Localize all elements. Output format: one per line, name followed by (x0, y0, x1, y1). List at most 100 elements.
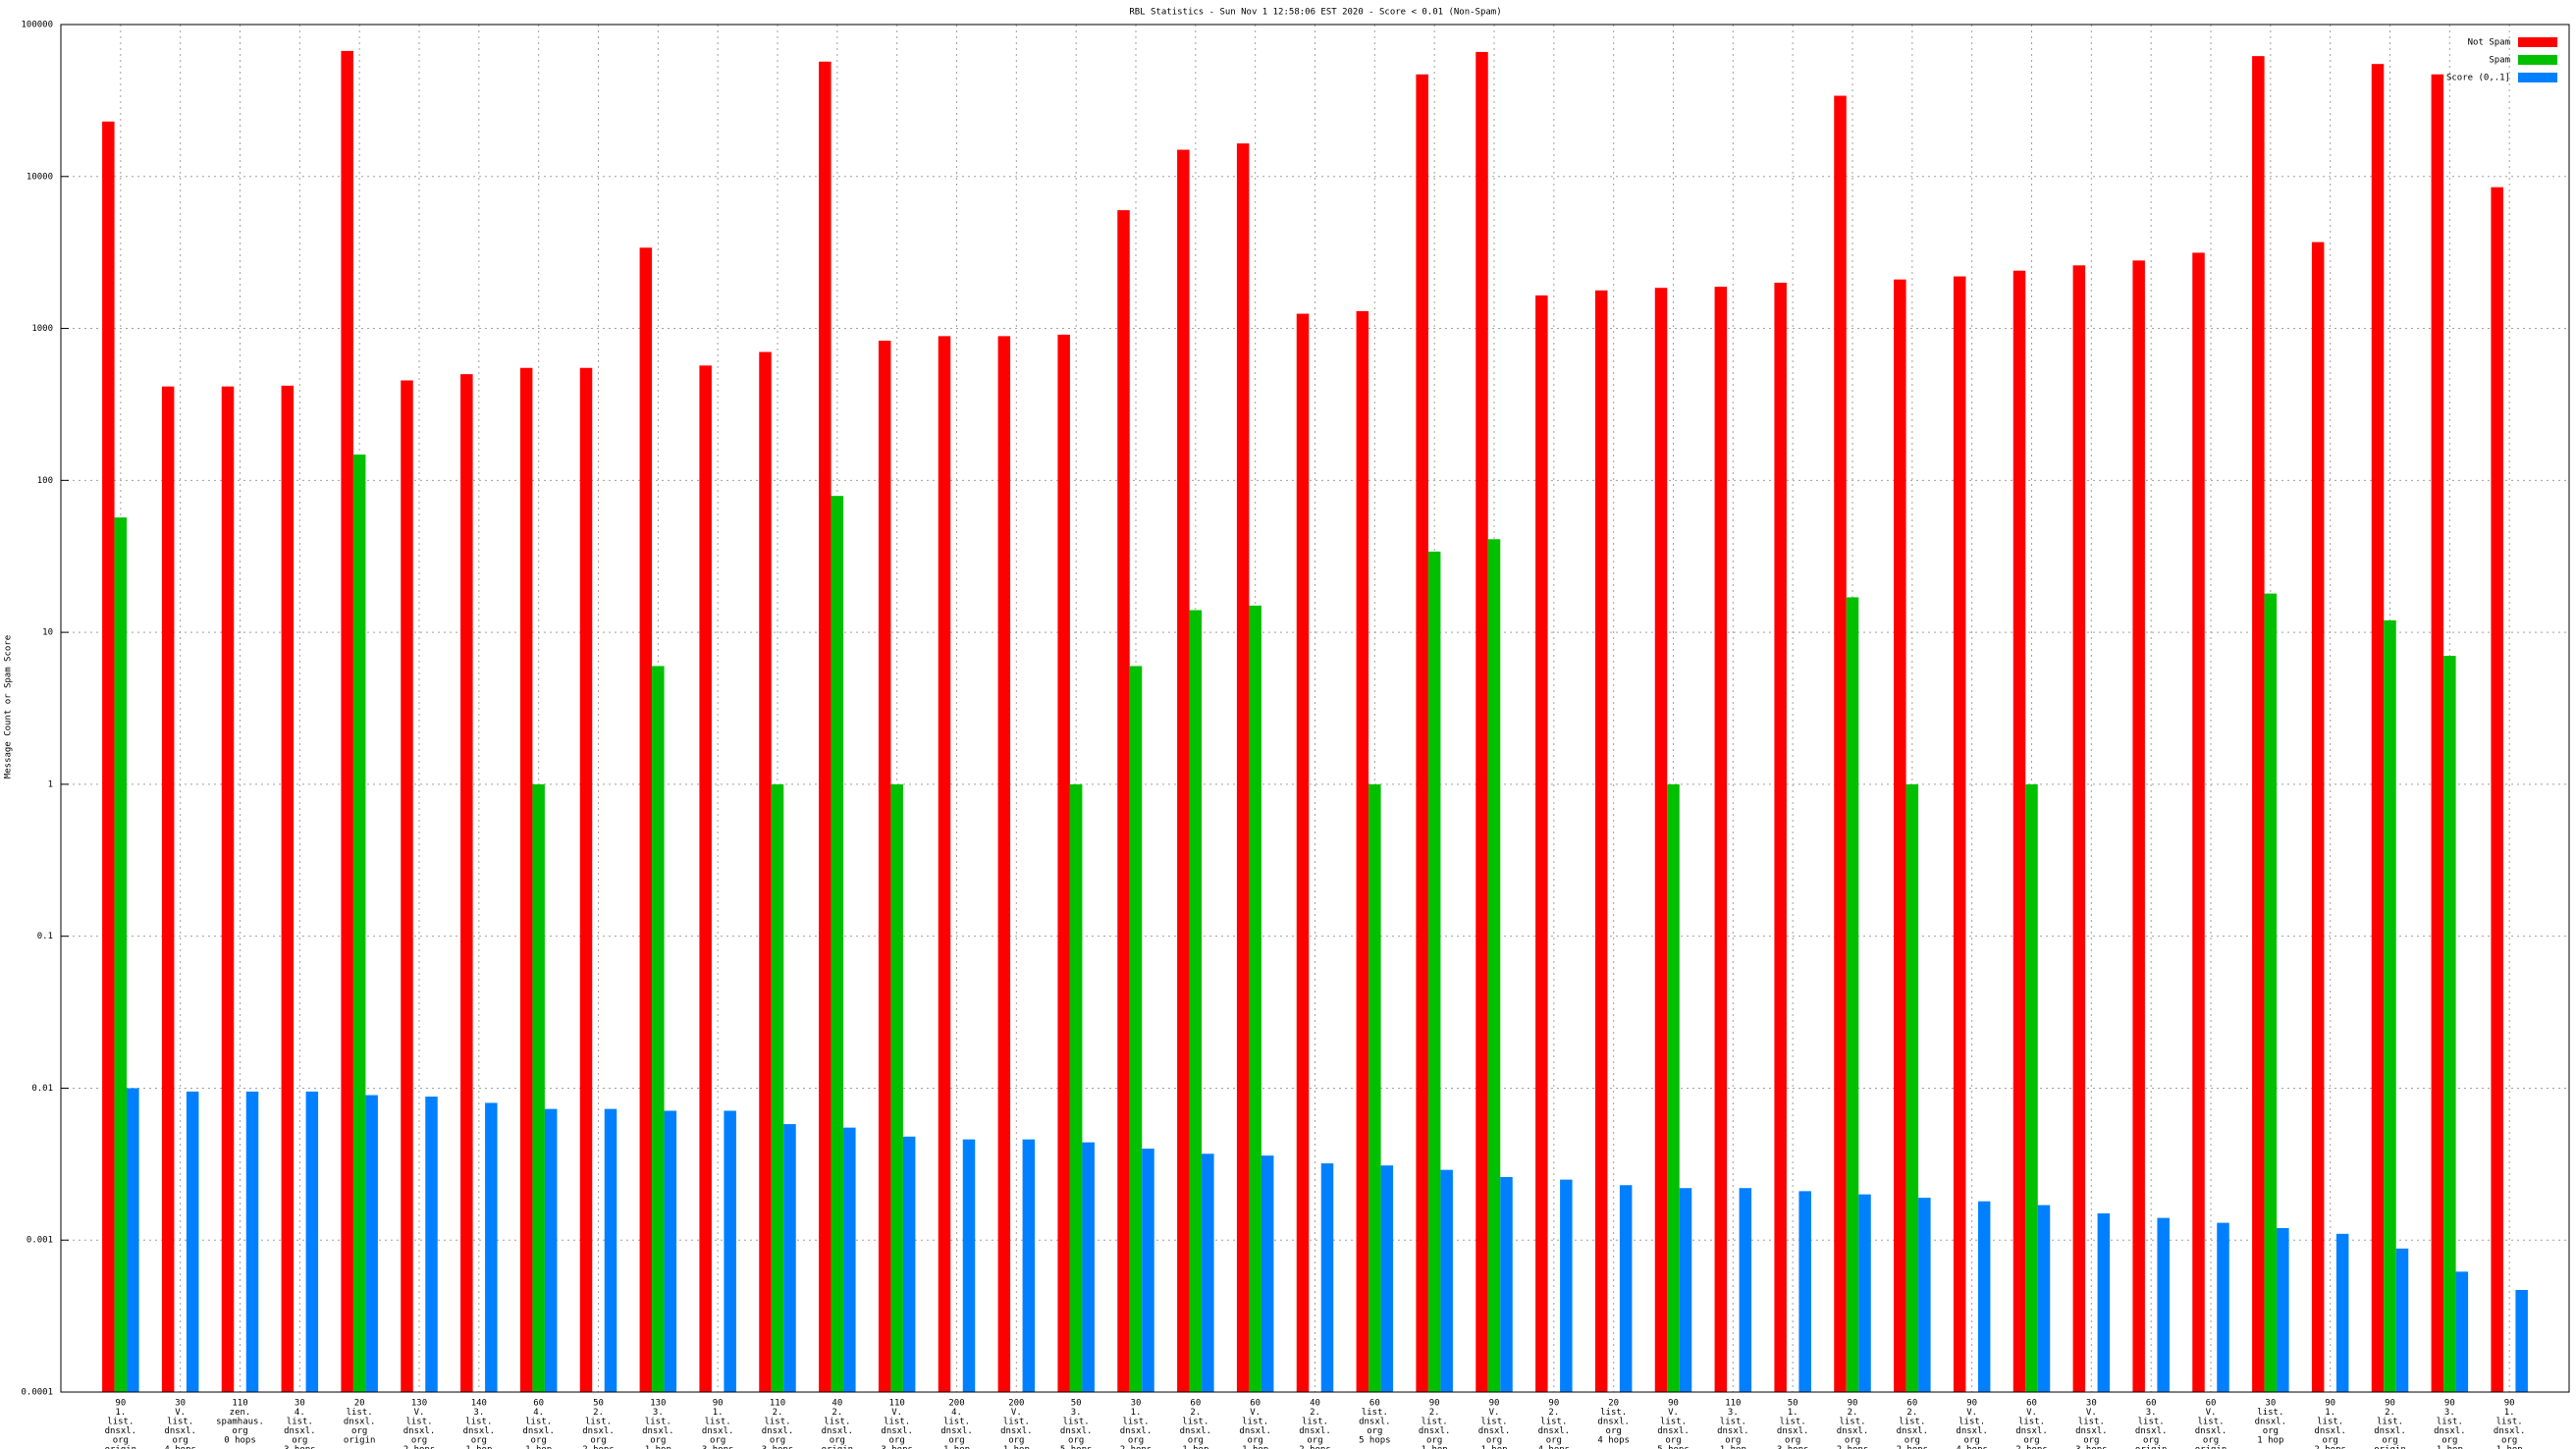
bar (102, 121, 115, 1393)
bar (1619, 1185, 1633, 1392)
bar (1380, 1165, 1394, 1392)
bar (1368, 783, 1381, 1392)
bar (2395, 1248, 2409, 1392)
bar (890, 783, 903, 1392)
bar (1977, 1201, 1991, 1392)
bar (1202, 1154, 1214, 1392)
bar (1834, 95, 1847, 1393)
bar (1320, 1163, 1334, 1392)
bar (1189, 610, 1203, 1392)
bar (639, 247, 653, 1392)
y-tick-label: 100000 (21, 21, 53, 30)
plot-frame (60, 24, 2570, 1393)
bar (341, 50, 353, 1392)
bar (1440, 1169, 1453, 1392)
bar (2025, 783, 2038, 1392)
bar (186, 1091, 199, 1392)
bar (519, 367, 533, 1392)
bar (759, 351, 772, 1392)
bar (1594, 290, 1608, 1392)
bar (1476, 51, 1488, 1393)
bar (771, 783, 784, 1392)
bar (2335, 1233, 2349, 1392)
y-tick-label: 100 (37, 476, 53, 486)
bar (2037, 1205, 2051, 1392)
bar (1057, 334, 1070, 1393)
bar (485, 1102, 498, 1392)
bar (2491, 187, 2503, 1393)
y-tick-label: 1 (48, 779, 53, 789)
x-tick-label: 30 list. dnsxl. org 1 hop (2255, 1399, 2287, 1446)
bar (2072, 265, 2086, 1392)
bar (724, 1110, 736, 1392)
bar (1560, 1179, 1573, 1392)
bar (1487, 539, 1501, 1392)
bar (2252, 56, 2265, 1392)
bar (902, 1136, 916, 1392)
bar (819, 61, 832, 1392)
bar (161, 386, 175, 1392)
bar (544, 1108, 558, 1392)
y-tick-label: 1000 (31, 324, 53, 334)
y-axis-label: Message Count or Spam Score (4, 635, 14, 778)
bar (127, 1088, 139, 1392)
bar (1177, 149, 1190, 1393)
bar (1714, 287, 1728, 1392)
bar (1739, 1188, 1752, 1392)
bar (831, 496, 844, 1393)
bar (1953, 276, 1966, 1392)
legend-label: Score (0,.1] (2446, 74, 2510, 83)
bar (783, 1124, 796, 1392)
bar (579, 367, 593, 1392)
bar (2264, 593, 2278, 1392)
bar (1918, 1198, 1931, 1392)
legend-label: Spam (2489, 56, 2510, 66)
bar (843, 1127, 856, 1392)
bar (2371, 64, 2385, 1393)
bar (365, 1095, 378, 1392)
bar (1261, 1155, 1274, 1392)
bar (1427, 551, 1441, 1392)
bar (699, 365, 712, 1392)
y-tick-label: 0.1 (37, 932, 53, 941)
bar (604, 1108, 617, 1392)
bar (962, 1139, 976, 1392)
bar (652, 666, 665, 1392)
y-tick-label: 10000 (27, 172, 53, 182)
legend-label: Not Spam (2468, 38, 2510, 48)
chart-title: RBL Statistics - Sun Nov 1 12:58:06 EST … (1129, 8, 1501, 18)
bar (281, 385, 295, 1393)
x-tick-label: 110 zen. spamhaus. org 0 hops (216, 1399, 264, 1446)
bar (2157, 1217, 2170, 1392)
legend-swatch (2518, 37, 2557, 47)
bar (2384, 619, 2396, 1392)
bar (878, 341, 891, 1393)
bar (1654, 288, 1668, 1392)
bar (2443, 656, 2456, 1392)
bar (1846, 597, 1859, 1392)
bar (532, 783, 545, 1392)
y-tick-label: 10 (42, 628, 53, 638)
bar (1416, 74, 1428, 1393)
bar (1798, 1191, 1811, 1392)
bar (1082, 1142, 1095, 1392)
